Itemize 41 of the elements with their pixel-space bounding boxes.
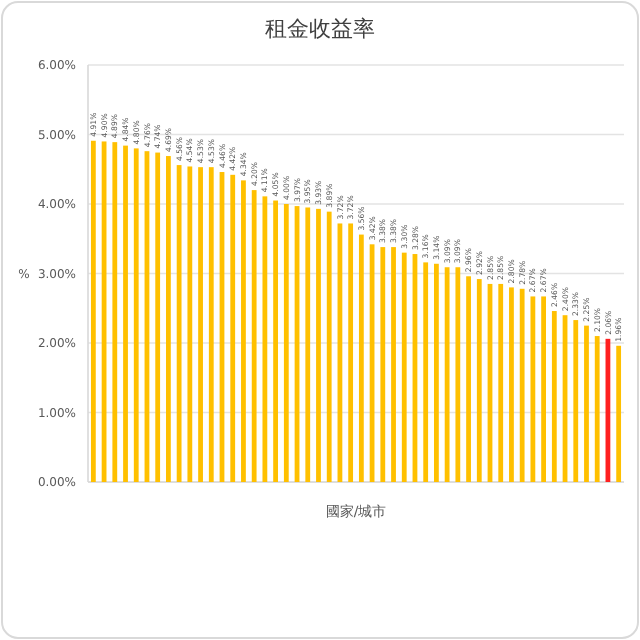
bar <box>509 287 514 482</box>
bar <box>283 204 289 482</box>
bar <box>434 263 439 482</box>
bar <box>176 165 182 482</box>
bar <box>391 247 396 482</box>
bar <box>251 190 257 482</box>
bar <box>380 247 386 482</box>
bar <box>273 200 278 482</box>
bar <box>316 208 321 482</box>
bar <box>519 288 525 482</box>
bar <box>230 174 236 482</box>
bar <box>326 211 332 482</box>
bar <box>401 252 407 482</box>
bar <box>208 167 214 482</box>
bar <box>241 180 246 482</box>
bar <box>455 267 461 482</box>
bar <box>423 262 429 482</box>
bar <box>476 279 482 482</box>
bar <box>584 325 589 482</box>
chart-title: 租金收益率 <box>265 16 375 42</box>
bar <box>444 267 450 482</box>
bar <box>123 145 128 482</box>
bar <box>358 234 364 482</box>
bar <box>262 196 268 482</box>
bar <box>305 207 311 482</box>
bar <box>90 140 96 482</box>
bar <box>530 296 536 482</box>
bar <box>498 283 504 482</box>
bar <box>155 152 161 482</box>
bar <box>551 311 557 482</box>
bar <box>466 276 471 482</box>
bar <box>133 148 139 482</box>
bar <box>187 166 193 482</box>
bar <box>198 167 203 482</box>
bar <box>573 320 579 482</box>
bar <box>541 296 546 482</box>
bar <box>166 156 171 482</box>
bar <box>112 142 118 482</box>
bar <box>348 223 354 482</box>
bar <box>594 336 600 482</box>
bar <box>616 345 622 482</box>
